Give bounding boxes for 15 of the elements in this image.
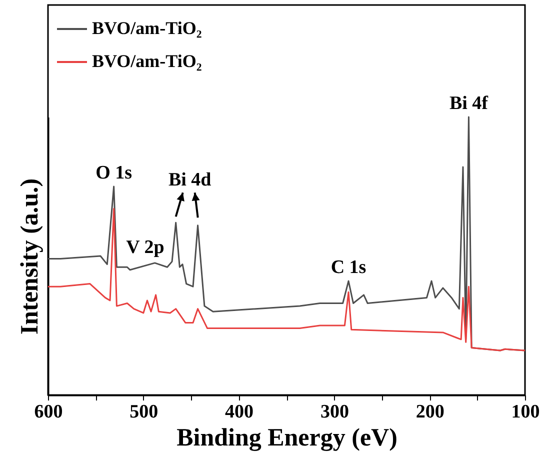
x-tick-label: 400 xyxy=(225,402,254,422)
y-axis-title: Intensity (a.u.) xyxy=(16,178,44,335)
annotation: Bi 4f xyxy=(449,93,489,114)
annotation: O 1s xyxy=(96,162,132,184)
x-tick-label: 500 xyxy=(130,402,158,422)
x-tick-label: 200 xyxy=(416,402,444,422)
annotation: Bi 4d xyxy=(168,170,212,191)
x-tick-label: 600 xyxy=(34,402,63,422)
legend-label: BVO/am-TiO₂ xyxy=(92,18,202,38)
x-axis-title: Binding Energy (eV) xyxy=(176,424,398,452)
legend-label: BVO/am-TiO₂ xyxy=(92,51,202,71)
x-tick-label: 100 xyxy=(511,402,540,422)
annotation: C 1s xyxy=(330,257,366,278)
x-tick-label: 300 xyxy=(320,402,349,422)
annotation: V 2p xyxy=(126,237,164,258)
